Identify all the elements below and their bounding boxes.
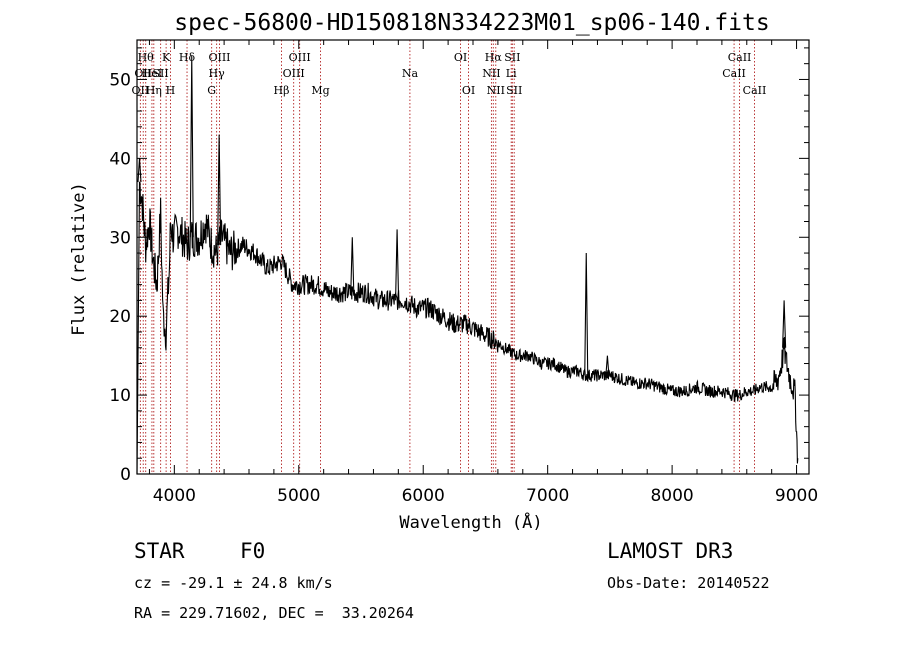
y-tick-label: 10 <box>109 386 131 406</box>
spectral-line-label: OIII <box>208 51 230 64</box>
emission-spike <box>395 229 400 301</box>
spectral-line-label: OIII <box>289 51 311 64</box>
spectral-line-label: Hθ <box>138 51 155 64</box>
spectral-line-label: Li <box>506 67 517 80</box>
spectral-line-label: CaII <box>728 51 752 64</box>
spectral-line-label: SII <box>506 84 522 97</box>
spectral-line-label: G <box>207 84 216 97</box>
spectral-line-label: Hα <box>485 51 503 64</box>
spectral-subclass: F0 <box>240 539 266 563</box>
spectral-line-label: OI <box>454 51 467 64</box>
spectral-line-label: Hβ <box>274 84 290 97</box>
y-tick-label: 20 <box>109 307 131 327</box>
survey-name: LAMOST DR3 <box>607 539 734 563</box>
x-tick-label: 8000 <box>650 486 693 506</box>
emission-spike <box>605 355 610 376</box>
axis-ticks: 4000 5000 6000 7000 8000 9000 0 10 20 30 40 50 <box>109 40 818 506</box>
y-tick-label: 0 <box>120 465 131 485</box>
y-axis-label: Flux (relative) <box>69 182 89 336</box>
x-tick-label: 4000 <box>153 486 196 506</box>
y-tick-label: 30 <box>109 228 131 248</box>
spectral-line-labels: OII OII Hθ HeI Hη SII K H Hδ G Hγ OIII Hβ OIII OIII Mg N… <box>132 51 767 97</box>
observation-date: Obs-Date: 20140522 <box>607 574 770 592</box>
spectral-line-label: SII <box>504 51 520 64</box>
spectral-line-label: K <box>162 51 171 64</box>
emission-spike <box>782 300 787 348</box>
spectral-line-label: NII <box>482 67 500 80</box>
spectral-line-label: Na <box>402 67 419 80</box>
spectral-line-label: H <box>166 84 176 97</box>
emission-spike <box>350 237 355 293</box>
spectral-line-label: OI <box>462 84 475 97</box>
x-tick-label: 6000 <box>402 486 445 506</box>
redshift-cz: cz = -29.1 ± 24.8 km/s <box>134 574 333 592</box>
spectral-line-label: Hη <box>146 84 162 97</box>
spectral-line-label: OIII <box>283 67 305 80</box>
x-tick-label: 7000 <box>526 486 569 506</box>
spectral-line-label: Hγ <box>209 67 226 80</box>
spectral-line-label: OII <box>134 67 152 80</box>
x-tick-label: 9000 <box>775 486 818 506</box>
spectral-line-label: NII <box>487 84 505 97</box>
object-type: STAR <box>134 539 185 563</box>
spectral-line-label: Hδ <box>179 51 196 64</box>
spectral-line-label: Mg <box>311 84 329 97</box>
y-tick-label: 40 <box>109 149 131 169</box>
spectral-line-label: OII <box>132 84 150 97</box>
spectral-line-label: SII <box>153 67 169 80</box>
coordinates: RA = 229.71602, DEC = 33.20264 <box>134 604 414 622</box>
y-tick-label: 50 <box>109 70 131 90</box>
chart-title: spec-56800-HD150818N334223M01_sp06-140.f… <box>174 10 769 36</box>
spectral-line-label: CaII <box>743 84 767 97</box>
emission-spike <box>217 134 222 246</box>
x-tick-label: 5000 <box>277 486 320 506</box>
spectrum-series-line <box>136 181 799 475</box>
spectral-line-label: HeI <box>142 67 162 80</box>
emission-spike <box>584 253 589 376</box>
emission-spike <box>137 158 142 183</box>
x-axis-label: Wavelength (Å) <box>399 511 542 533</box>
emission-spike <box>189 55 194 238</box>
spectral-line-label: CaII <box>722 67 746 80</box>
